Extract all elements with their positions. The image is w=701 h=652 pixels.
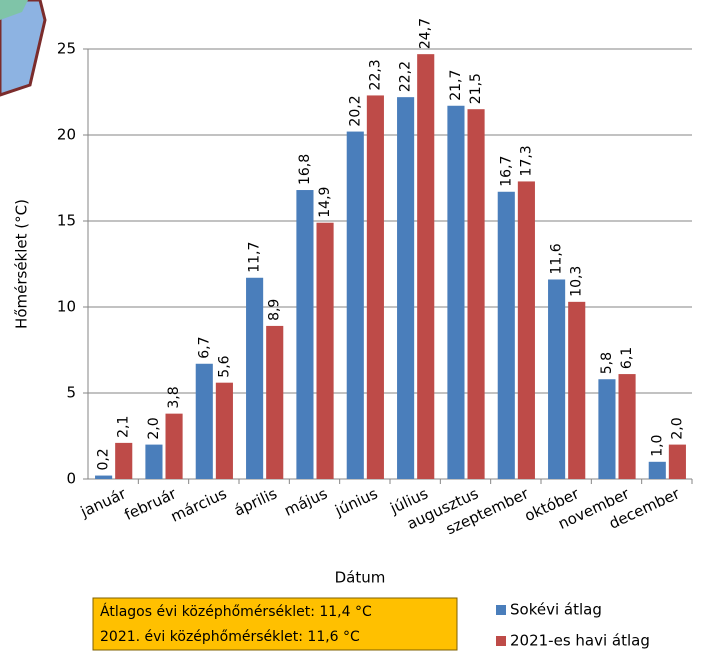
legend-swatch — [496, 605, 506, 615]
y-tick-label: 20 — [57, 126, 76, 144]
x-axis-title: Dátum — [335, 569, 386, 587]
bar — [366, 95, 384, 479]
bar — [397, 97, 415, 479]
legend-label: 2021-es havi átlag — [510, 632, 650, 650]
bar — [598, 379, 616, 479]
x-tick-label: április — [231, 484, 280, 519]
bar — [165, 413, 183, 479]
value-label: 20,2 — [347, 95, 363, 126]
bar — [95, 475, 113, 479]
y-axis-title: Hőmérséklet (°C) — [13, 199, 31, 329]
annotation: 2021. évi középhőmérséklet: 11,6 °C — [100, 629, 360, 645]
bar — [346, 131, 364, 479]
value-label: 24,7 — [418, 18, 434, 49]
annotation: Átlagos évi középhőmérséklet: 11,4 °C — [100, 603, 372, 620]
bar — [517, 181, 535, 479]
value-label: 2,1 — [116, 416, 132, 438]
map-fragment — [0, 0, 47, 97]
y-tick-label: 5 — [66, 384, 76, 402]
y-tick-label: 15 — [57, 212, 76, 230]
bar — [115, 442, 133, 479]
y-tick-label: 25 — [57, 40, 76, 58]
map-fragment-inner — [0, 0, 28, 20]
value-label: 6,7 — [196, 336, 212, 358]
bar — [497, 191, 515, 479]
value-label: 6,1 — [619, 347, 635, 369]
value-label: 22,2 — [398, 61, 414, 92]
bar — [417, 54, 435, 479]
bar — [145, 444, 163, 479]
bar — [447, 105, 465, 479]
bar — [246, 277, 264, 479]
value-label: 5,6 — [216, 355, 232, 377]
bar — [296, 190, 314, 480]
legend-swatch — [496, 636, 506, 646]
bar — [195, 363, 213, 479]
value-label: 0,2 — [96, 448, 112, 470]
value-label: 11,7 — [247, 242, 263, 273]
bar — [568, 301, 586, 479]
bar — [648, 461, 666, 479]
x-tick-label: január — [77, 484, 130, 521]
bar — [467, 109, 485, 479]
x-tick-label: március — [168, 484, 230, 525]
bar — [668, 444, 686, 479]
bar — [548, 279, 566, 479]
value-label: 22,3 — [367, 59, 383, 90]
x-tick-label: június — [331, 484, 380, 520]
value-label: 1,0 — [649, 435, 665, 457]
value-label: 10,3 — [569, 266, 585, 297]
value-label: 11,6 — [549, 243, 565, 274]
bar — [215, 382, 233, 479]
x-tick-label: május — [281, 484, 330, 520]
value-label: 16,7 — [498, 156, 514, 187]
value-label: 2,0 — [669, 417, 685, 439]
value-label: 8,9 — [267, 299, 283, 321]
annotation-box — [92, 597, 458, 651]
legend-label: Sokévi átlag — [510, 601, 602, 619]
y-tick-label: 0 — [66, 470, 76, 488]
value-label: 17,3 — [518, 145, 534, 176]
value-label: 21,7 — [448, 70, 464, 101]
value-label: 5,8 — [599, 352, 615, 374]
bar — [618, 374, 636, 479]
value-label: 16,8 — [297, 154, 313, 185]
bar — [316, 222, 334, 479]
value-label: 2,0 — [146, 417, 162, 439]
y-tick-label: 10 — [57, 298, 76, 316]
value-label: 3,8 — [166, 386, 182, 408]
value-label: 14,9 — [317, 187, 333, 218]
bar — [266, 325, 284, 479]
value-label: 21,5 — [468, 73, 484, 104]
